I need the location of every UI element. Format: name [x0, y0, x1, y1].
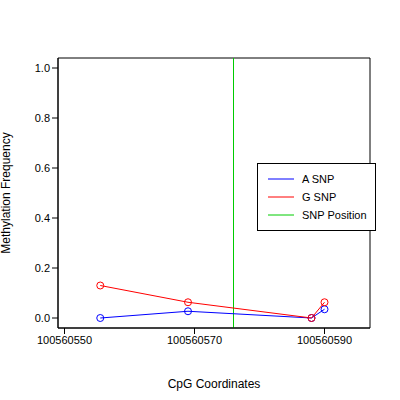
svg-text:CpG Coordinates: CpG Coordinates — [168, 377, 261, 391]
svg-text:100560570: 100560570 — [167, 334, 222, 346]
svg-text:0.6: 0.6 — [35, 162, 50, 174]
svg-text:100560590: 100560590 — [297, 334, 352, 346]
svg-text:1.0: 1.0 — [35, 62, 50, 74]
svg-text:Methylation Frequency: Methylation Frequency — [8, 132, 13, 253]
html-text:A SNP: A SNP — [302, 173, 335, 185]
svg-text:0.4: 0.4 — [35, 212, 50, 224]
html-text:G SNP: G SNP — [302, 191, 337, 203]
svg-text:0.8: 0.8 — [35, 112, 50, 124]
svg-text:0.0: 0.0 — [35, 312, 50, 324]
html-text:SNP Position: SNP Position — [302, 209, 367, 221]
svg-text:100560550: 100560550 — [37, 334, 92, 346]
svg-text:0.2: 0.2 — [35, 262, 50, 274]
